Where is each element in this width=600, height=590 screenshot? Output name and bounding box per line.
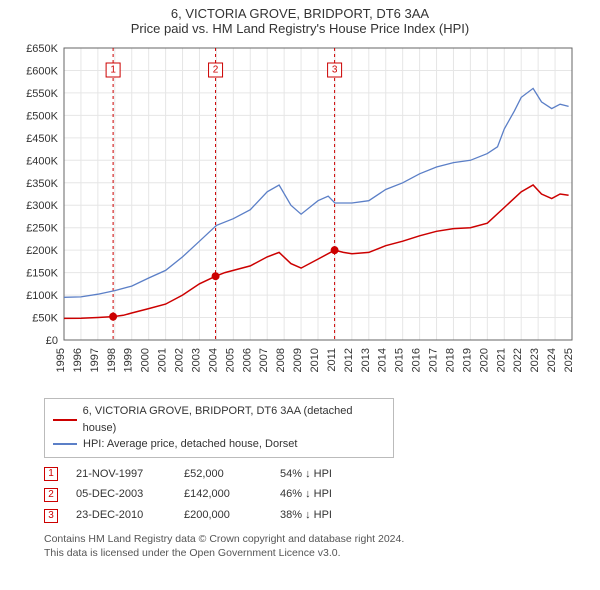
event-row: 2 05-DEC-2003 £142,000 46% ↓ HPI: [44, 484, 590, 505]
legend-label-hpi: HPI: Average price, detached house, Dors…: [83, 436, 297, 453]
svg-text:£650K: £650K: [26, 43, 58, 55]
svg-text:2002: 2002: [174, 348, 186, 372]
events-table: 1 21-NOV-1997 £52,000 54% ↓ HPI 2 05-DEC…: [44, 464, 590, 527]
svg-text:2012: 2012: [343, 348, 355, 372]
legend-item-hpi: HPI: Average price, detached house, Dors…: [53, 436, 385, 453]
event-marker-icon: 2: [44, 488, 58, 502]
chart-area: £0 £50K £100K £150K £200K £250K £300K £350K £400…: [20, 40, 580, 390]
svg-text:£450K: £450K: [26, 133, 58, 145]
event-pct: 54% ↓ HPI: [280, 464, 370, 485]
svg-text:£250K: £250K: [26, 223, 58, 235]
svg-text:2018: 2018: [444, 348, 456, 372]
legend: 6, VICTORIA GROVE, BRIDPORT, DT6 3AA (de…: [44, 398, 394, 458]
svg-text:2003: 2003: [190, 348, 202, 372]
svg-text:£500K: £500K: [26, 110, 58, 122]
svg-text:1995: 1995: [55, 348, 67, 372]
svg-text:2001: 2001: [157, 348, 169, 372]
legend-swatch-property: [53, 419, 77, 421]
event-price: £200,000: [184, 505, 262, 526]
svg-text:2015: 2015: [394, 348, 406, 372]
svg-text:1: 1: [110, 65, 116, 76]
svg-text:1999: 1999: [123, 348, 135, 372]
svg-text:2000: 2000: [140, 348, 152, 372]
svg-text:2016: 2016: [411, 348, 423, 372]
svg-text:2023: 2023: [529, 348, 541, 372]
svg-text:2004: 2004: [207, 348, 219, 372]
svg-text:£550K: £550K: [26, 88, 58, 100]
svg-text:£200K: £200K: [26, 245, 58, 257]
svg-text:2009: 2009: [292, 348, 304, 372]
chart-svg: £0 £50K £100K £150K £200K £250K £300K £350K £400…: [20, 40, 580, 390]
event-date: 21-NOV-1997: [76, 464, 166, 485]
footer-line2: This data is licensed under the Open Gov…: [44, 546, 590, 560]
svg-text:£400K: £400K: [26, 155, 58, 167]
svg-text:2019: 2019: [461, 348, 473, 372]
legend-swatch-hpi: [53, 443, 77, 445]
svg-text:2013: 2013: [360, 348, 372, 372]
svg-text:3: 3: [332, 65, 338, 76]
event-pct: 38% ↓ HPI: [280, 505, 370, 526]
event-price: £142,000: [184, 484, 262, 505]
svg-text:1998: 1998: [106, 348, 118, 372]
svg-text:£600K: £600K: [26, 65, 58, 77]
svg-text:2005: 2005: [224, 348, 236, 372]
event-pct: 46% ↓ HPI: [280, 484, 370, 505]
svg-text:£150K: £150K: [26, 268, 58, 280]
svg-text:2010: 2010: [309, 348, 321, 372]
svg-text:2006: 2006: [241, 348, 253, 372]
event-date: 23-DEC-2010: [76, 505, 166, 526]
svg-text:1996: 1996: [72, 348, 84, 372]
legend-label-property: 6, VICTORIA GROVE, BRIDPORT, DT6 3AA (de…: [83, 403, 385, 436]
svg-text:2007: 2007: [258, 348, 270, 372]
svg-text:2014: 2014: [377, 348, 389, 372]
chart-title-block: 6, VICTORIA GROVE, BRIDPORT, DT6 3AA Pri…: [10, 6, 590, 36]
svg-text:2017: 2017: [428, 348, 440, 372]
svg-text:2: 2: [213, 65, 219, 76]
svg-text:2025: 2025: [563, 348, 575, 372]
event-marker-icon: 1: [44, 467, 58, 481]
svg-text:2021: 2021: [495, 348, 507, 372]
event-row: 3 23-DEC-2010 £200,000 38% ↓ HPI: [44, 505, 590, 526]
event-price: £52,000: [184, 464, 262, 485]
svg-text:2024: 2024: [546, 348, 558, 372]
footer-attribution: Contains HM Land Registry data © Crown c…: [44, 532, 590, 560]
event-row: 1 21-NOV-1997 £52,000 54% ↓ HPI: [44, 464, 590, 485]
event-marker-icon: 3: [44, 509, 58, 523]
legend-item-property: 6, VICTORIA GROVE, BRIDPORT, DT6 3AA (de…: [53, 403, 385, 436]
svg-text:2020: 2020: [478, 348, 490, 372]
chart-title-address: 6, VICTORIA GROVE, BRIDPORT, DT6 3AA: [10, 6, 590, 21]
svg-text:2022: 2022: [512, 348, 524, 372]
svg-text:£0: £0: [46, 335, 58, 347]
svg-text:£300K: £300K: [26, 200, 58, 212]
chart-title-subtitle: Price paid vs. HM Land Registry's House …: [10, 21, 590, 36]
svg-text:1997: 1997: [89, 348, 101, 372]
footer-line1: Contains HM Land Registry data © Crown c…: [44, 532, 590, 546]
svg-text:2008: 2008: [275, 348, 287, 372]
svg-text:£350K: £350K: [26, 178, 58, 190]
svg-text:£50K: £50K: [32, 313, 58, 325]
event-date: 05-DEC-2003: [76, 484, 166, 505]
svg-text:2011: 2011: [326, 348, 338, 372]
svg-text:£100K: £100K: [26, 290, 58, 302]
